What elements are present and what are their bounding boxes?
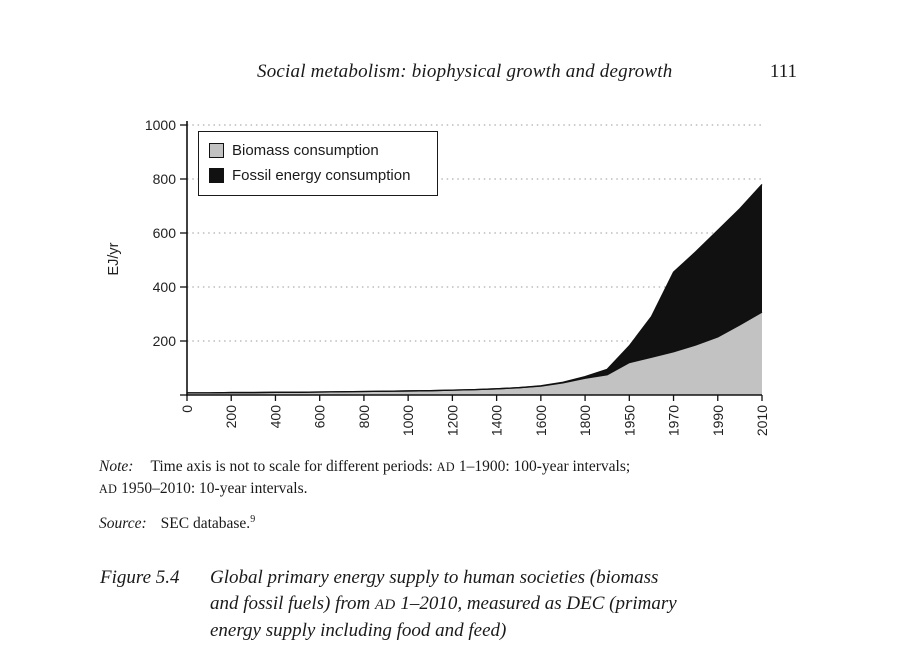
note-label: Note: xyxy=(99,458,134,475)
note-block: Note: Time axis is not to scale for diffe… xyxy=(99,456,799,500)
running-title: Social metabolism: biophysical growth an… xyxy=(257,61,673,82)
caption-line-3: energy supply including food and feed) xyxy=(210,620,507,641)
legend-item-biomass: Biomass consumption xyxy=(209,138,427,163)
biomass-swatch-icon xyxy=(209,143,224,158)
caption-line-1: Global primary energy supply to human so… xyxy=(210,567,659,588)
svg-text:1990: 1990 xyxy=(710,405,726,436)
svg-text:2010: 2010 xyxy=(754,405,770,436)
legend-item-fossil: Fossil energy consumption xyxy=(209,163,427,188)
source-label: Source: xyxy=(99,515,147,533)
note-text: Time axis is not to scale for different … xyxy=(150,458,437,475)
svg-text:400: 400 xyxy=(153,279,177,295)
svg-text:600: 600 xyxy=(153,225,177,241)
y-axis-title: EJ/yr xyxy=(106,242,122,276)
note-text-smallcaps: AD xyxy=(436,460,455,474)
svg-text:400: 400 xyxy=(267,405,283,429)
svg-text:0: 0 xyxy=(179,405,195,413)
source-text: SEC database. xyxy=(160,515,251,533)
stacked-area-chart: 200 400 600 800 1000 0 200 400 600 800 1000 1200 140… xyxy=(145,117,770,436)
figure-label: Figure 5.4 xyxy=(100,567,180,588)
svg-text:600: 600 xyxy=(312,405,328,429)
caption-text: Global primary energy supply to human so… xyxy=(210,565,820,644)
note-text: 1950–2010: 10-year intervals. xyxy=(117,480,308,497)
chart-legend: Biomass consumption Fossil energy consum… xyxy=(198,131,438,196)
page-number: 111 xyxy=(769,61,797,82)
svg-text:200: 200 xyxy=(153,333,177,349)
svg-text:1950: 1950 xyxy=(621,405,637,436)
note-text-smallcaps: AD xyxy=(99,482,118,496)
figure-chart: 200 400 600 800 1000 0 200 400 600 800 1000 1200 140… xyxy=(106,117,770,436)
svg-text:1800: 1800 xyxy=(577,405,593,436)
svg-text:1200: 1200 xyxy=(444,405,460,436)
running-header: Social metabolism: biophysical growth an… xyxy=(257,61,797,83)
svg-text:1970: 1970 xyxy=(666,405,682,436)
svg-text:1000: 1000 xyxy=(400,405,416,436)
legend-label-biomass: Biomass consumption xyxy=(232,142,379,159)
svg-text:200: 200 xyxy=(223,405,239,429)
legend-label-fossil: Fossil energy consumption xyxy=(232,167,411,184)
svg-text:800: 800 xyxy=(153,171,177,187)
source-block: Source: SEC database.9 xyxy=(99,514,599,533)
svg-text:800: 800 xyxy=(356,405,372,429)
figure-caption: Figure 5.4 Global primary energy supply … xyxy=(100,565,820,644)
caption-line-2: and fossil fuels) from AD 1–2010, measur… xyxy=(210,593,677,614)
fossil-swatch-icon xyxy=(209,168,224,183)
footnote-marker: 9 xyxy=(250,514,256,525)
svg-text:1000: 1000 xyxy=(145,117,176,133)
note-text: 1–1900: 100-year intervals; xyxy=(454,458,631,475)
note-line-2: AD 1950–2010: 10-year intervals. xyxy=(99,478,799,500)
note-line-1: Note: Time axis is not to scale for diffe… xyxy=(99,456,799,478)
svg-text:1600: 1600 xyxy=(533,405,549,436)
svg-text:1400: 1400 xyxy=(489,405,505,436)
